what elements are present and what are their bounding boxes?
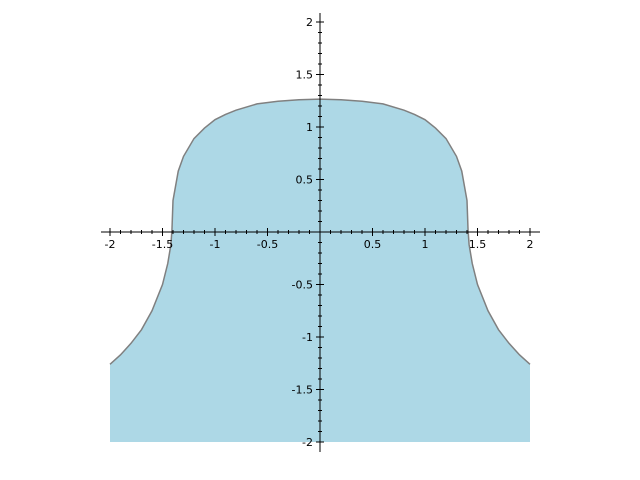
x-tick-label: 2 [527, 238, 534, 251]
y-tick-label: -1.5 [292, 384, 313, 397]
x-tick-label: -1 [210, 238, 221, 251]
x-tick-label: -2 [105, 238, 116, 251]
y-tick-label: -1 [302, 331, 313, 344]
y-tick-label: 2 [306, 16, 313, 29]
x-tick-label: 0.5 [364, 238, 382, 251]
y-tick-label: 0.5 [296, 174, 314, 187]
x-tick-label: 1 [422, 238, 429, 251]
y-tick-label: -0.5 [292, 279, 313, 292]
x-tick-label: -0.5 [257, 238, 278, 251]
x-tick-label: 1.5 [469, 238, 487, 251]
x-tick-label: -1.5 [152, 238, 173, 251]
y-tick-label: -2 [302, 436, 313, 449]
y-tick-label: 1 [306, 121, 313, 134]
y-tick-label: 1.5 [296, 69, 314, 82]
axes: -2 -1.5 -1 -0.5 0.5 1 1.5 2 -2 -1.5 -1 -0.5 0.5 1 1.5 2 [101, 13, 540, 452]
